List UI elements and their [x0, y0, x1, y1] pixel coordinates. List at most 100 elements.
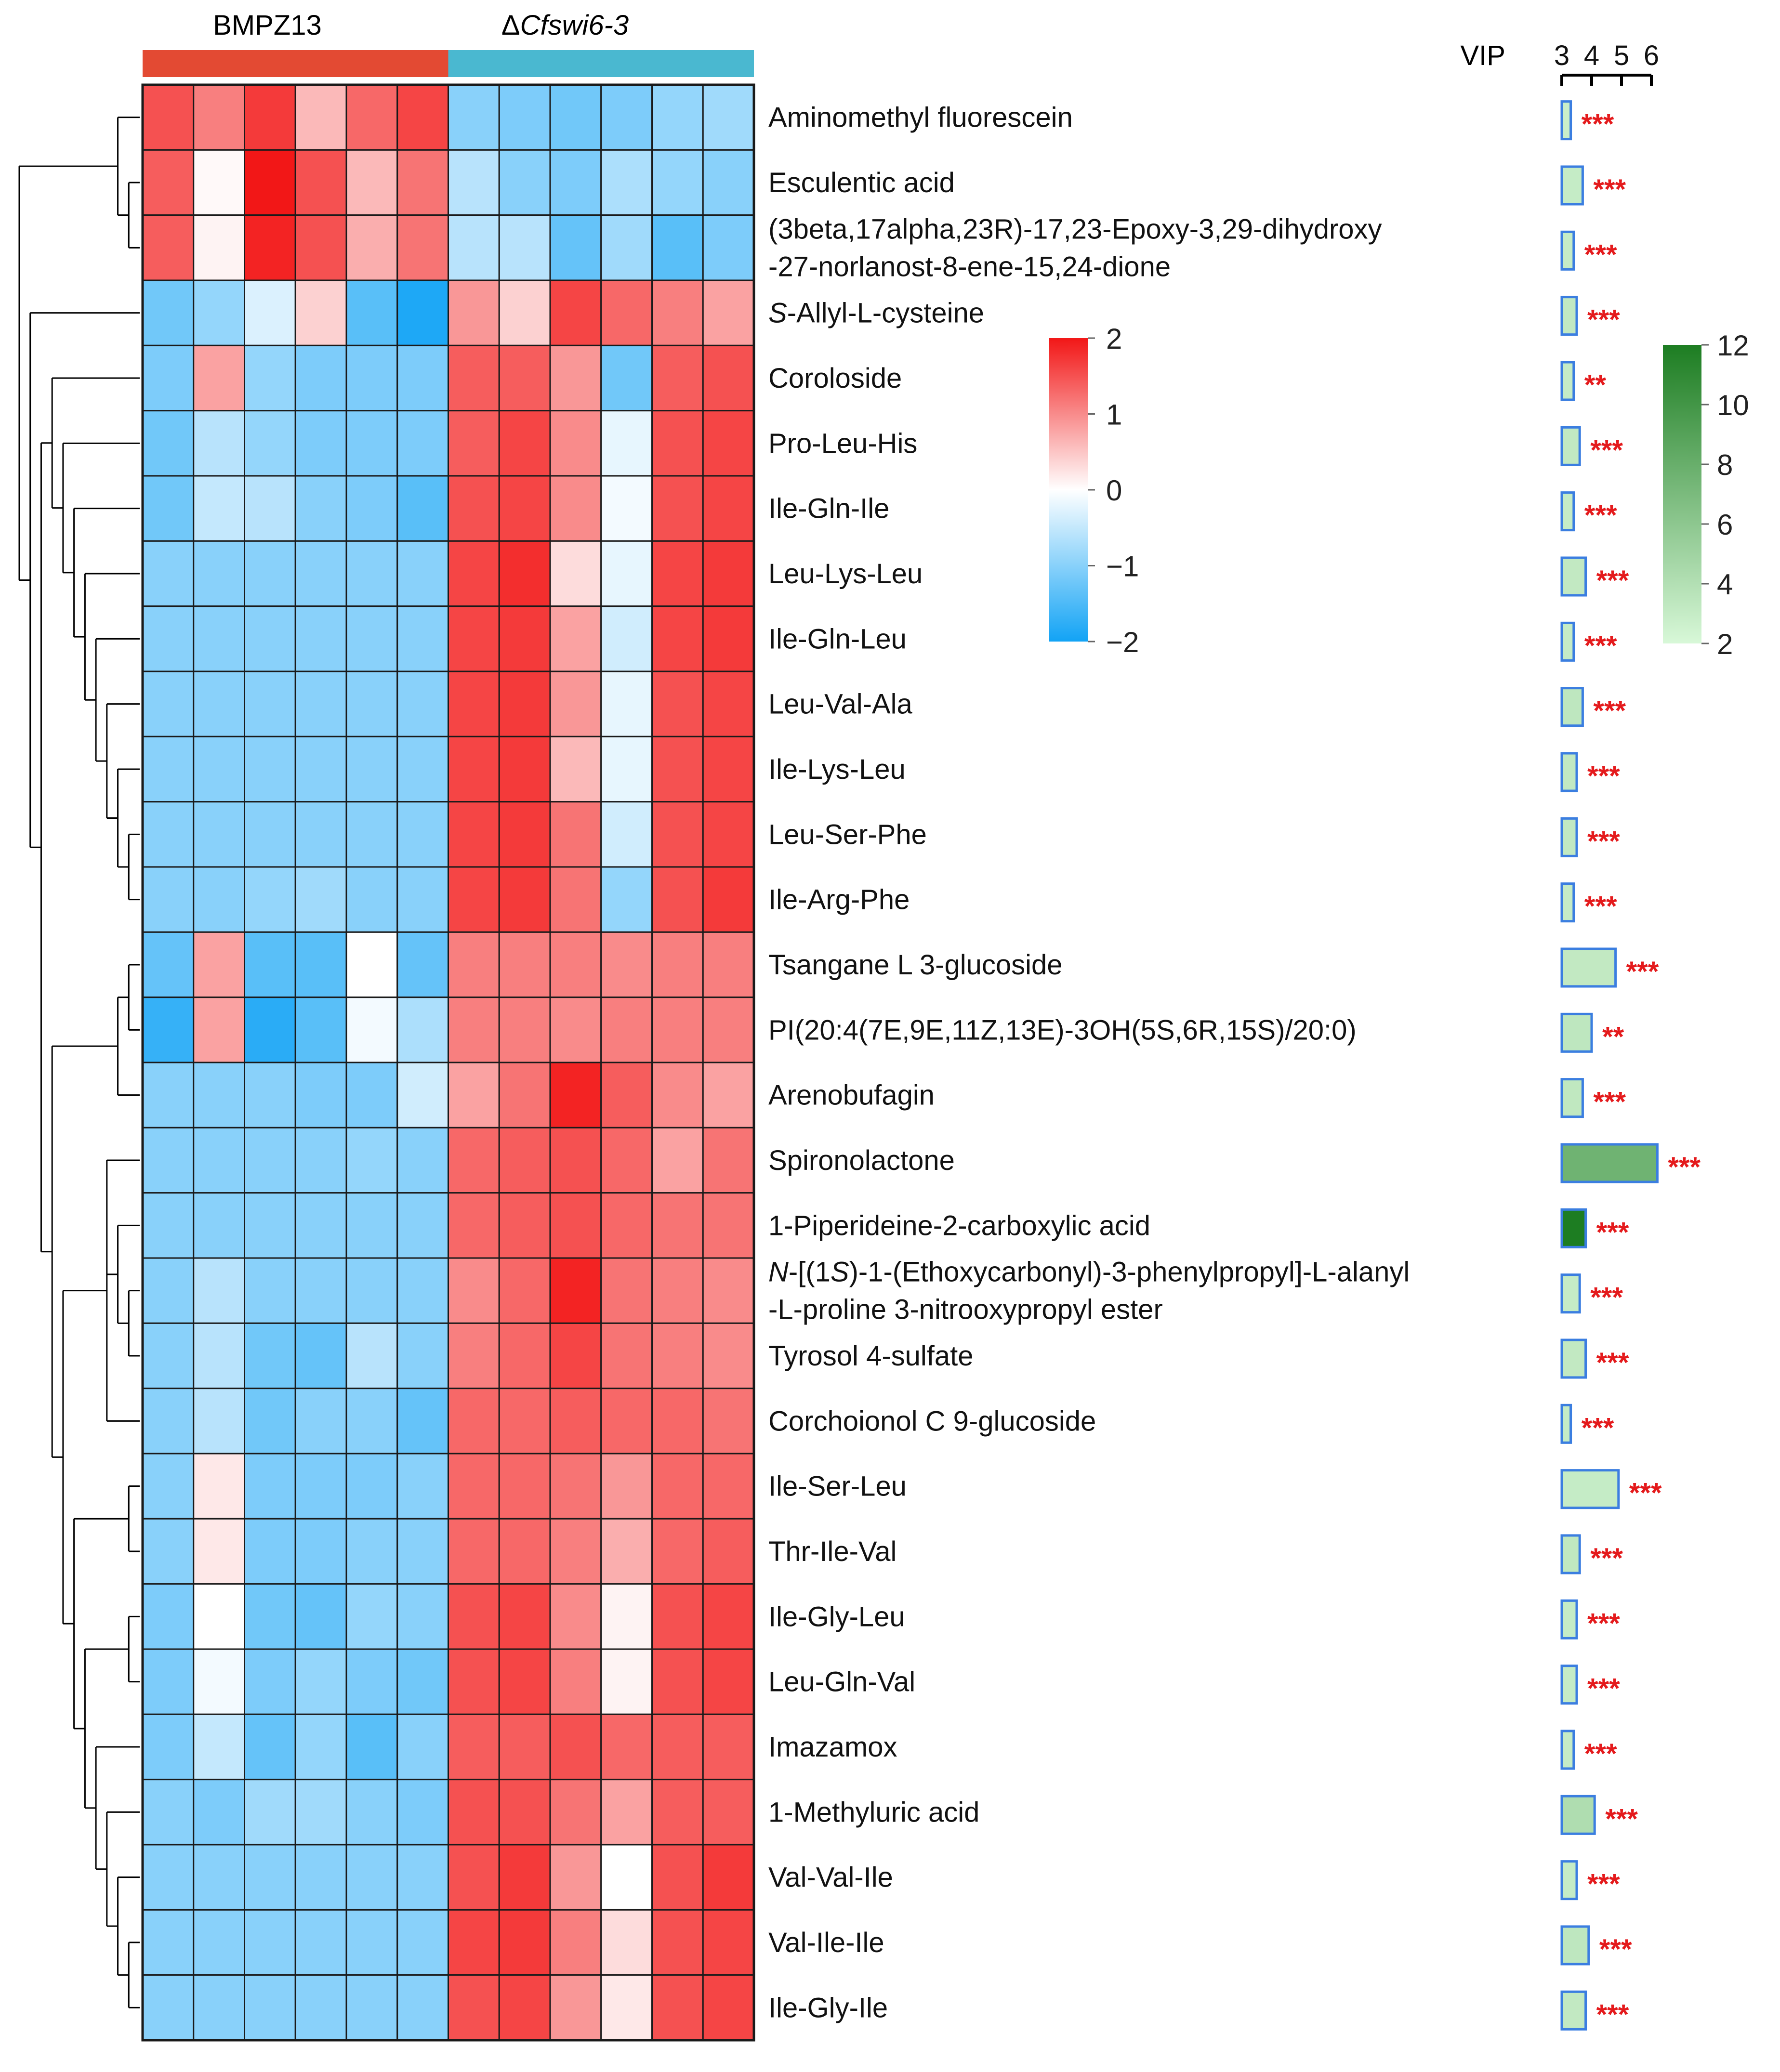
heatmap-cell	[498, 410, 551, 477]
heatmap-cell	[396, 279, 449, 346]
vip-bar	[1560, 882, 1575, 923]
vip-bar	[1560, 1795, 1596, 1835]
heatmap-cell	[448, 1518, 500, 1585]
heatmap-cell	[294, 344, 347, 412]
heatmap-cell	[345, 540, 398, 607]
color-scale-legend: 2 1 0 −1 −2	[1049, 323, 1139, 658]
heatmap-cell	[448, 670, 500, 737]
heatmap-cell	[396, 1779, 449, 1846]
heatmap-cell	[448, 605, 500, 672]
vip-tick-label: 6	[1644, 40, 1659, 71]
heatmap-cell	[702, 1779, 755, 1846]
heatmap-cell	[600, 475, 653, 542]
heatmap-cell	[142, 410, 195, 477]
heatmap-cell	[702, 670, 755, 737]
heatmap-cell	[396, 801, 449, 868]
group-label-mutant-delta: Δ	[501, 10, 520, 41]
heatmap-cell	[600, 410, 653, 477]
heatmap-cell	[498, 1844, 551, 1911]
heatmap-cell	[294, 149, 347, 216]
heatmap-cell	[193, 1257, 245, 1324]
heatmap-cell	[244, 605, 296, 672]
heatmap-cell	[193, 1909, 245, 1976]
heatmap-cell	[600, 84, 653, 151]
heatmap-cell	[142, 149, 195, 216]
vip-bar	[1560, 687, 1584, 727]
heatmap-cell	[651, 1713, 704, 1781]
heatmap-cell	[549, 1713, 602, 1781]
heatmap-cell	[345, 84, 398, 151]
heatmap-cell	[702, 931, 755, 998]
group-bar-1	[448, 50, 754, 77]
heatmap-cell	[498, 1388, 551, 1455]
heatmap-cell	[498, 1127, 551, 1194]
heatmap-cell	[244, 410, 296, 477]
vip-bar	[1560, 1925, 1590, 1966]
heatmap-cell	[702, 1974, 755, 2041]
row-labels: Aminomethyl fluorescein Esculentic acid (3…	[768, 102, 1410, 2024]
heatmap-cell	[294, 735, 347, 803]
heatmap-cell	[396, 84, 449, 151]
heatmap-cell	[600, 670, 653, 737]
legend-tick-label: −1	[1106, 551, 1139, 583]
heatmap-cell	[600, 1844, 653, 1911]
heatmap-cell	[294, 214, 347, 281]
heatmap-cell	[448, 1844, 500, 1911]
heatmap-cell	[702, 735, 755, 803]
vip-bar	[1560, 1143, 1659, 1183]
heatmap-cell	[396, 1322, 449, 1390]
heatmap-cell	[142, 866, 195, 933]
heatmap-cell	[396, 1844, 449, 1911]
heatmap-cell	[142, 344, 195, 412]
heatmap-cell	[345, 1257, 398, 1324]
legend-tick-label: 0	[1106, 474, 1122, 507]
heatmap-cell	[294, 279, 347, 346]
row-label: Ile-Arg-Phe	[768, 884, 910, 916]
heatmap-cell	[396, 1192, 449, 1259]
heatmap-cell	[600, 605, 653, 672]
heatmap-cell	[345, 214, 398, 281]
heatmap-cell	[142, 1713, 195, 1781]
heatmap-cell	[193, 475, 245, 542]
heatmap-cell	[345, 1388, 398, 1455]
heatmap-cell	[294, 670, 347, 737]
heatmap-cell	[193, 735, 245, 803]
heatmap-cell	[396, 1583, 449, 1650]
heatmap-cell	[193, 1844, 245, 1911]
row-label: Val-Ile-Ile	[768, 1927, 884, 1958]
legend-tick-label: −2	[1106, 626, 1139, 658]
row-label-italic: N	[768, 1257, 789, 1288]
row-label: (3beta,17alpha,23R)-17,23-Epoxy-3,29-dih…	[768, 213, 1382, 245]
heatmap-cell	[498, 670, 551, 737]
heatmap-cell	[498, 214, 551, 281]
heatmap-cell	[651, 344, 704, 412]
heatmap-cell	[294, 931, 347, 998]
heatmap-cell	[448, 279, 500, 346]
row-label: Esculentic acid	[768, 167, 955, 198]
heatmap-cell	[651, 410, 704, 477]
significance-stars: ***	[1629, 1478, 1662, 1509]
row-label: Ile-Gly-Ile	[768, 1992, 888, 2023]
heatmap-cell	[142, 1974, 195, 2041]
heatmap-cell	[244, 279, 296, 346]
heatmap-cell	[448, 84, 500, 151]
heatmap-cell	[193, 1388, 245, 1455]
heatmap-cell	[244, 1518, 296, 1585]
heatmap-cell	[702, 410, 755, 477]
heatmap-border	[141, 83, 755, 2042]
heatmap-cell	[396, 1453, 449, 1520]
vip-legend-tick-label: 6	[1717, 509, 1733, 541]
heatmap-cell	[600, 1909, 653, 1976]
row-label: -27-norlanost-8-ene-15,24-dione	[768, 251, 1171, 282]
heatmap-cell	[549, 735, 602, 803]
heatmap-cell	[549, 279, 602, 346]
heatmap-cell	[244, 1127, 296, 1194]
group-label-bmpz13: BMPZ13	[213, 10, 322, 41]
heatmap-cell	[600, 1453, 653, 1520]
heatmap-cell	[345, 866, 398, 933]
heatmap-cell	[702, 84, 755, 151]
heatmap-cell	[702, 1062, 755, 1128]
vip-color-legend: 12 10 8 6 4 2	[1663, 329, 1749, 660]
heatmap-cell	[600, 1974, 653, 2041]
heatmap-cell	[498, 866, 551, 933]
